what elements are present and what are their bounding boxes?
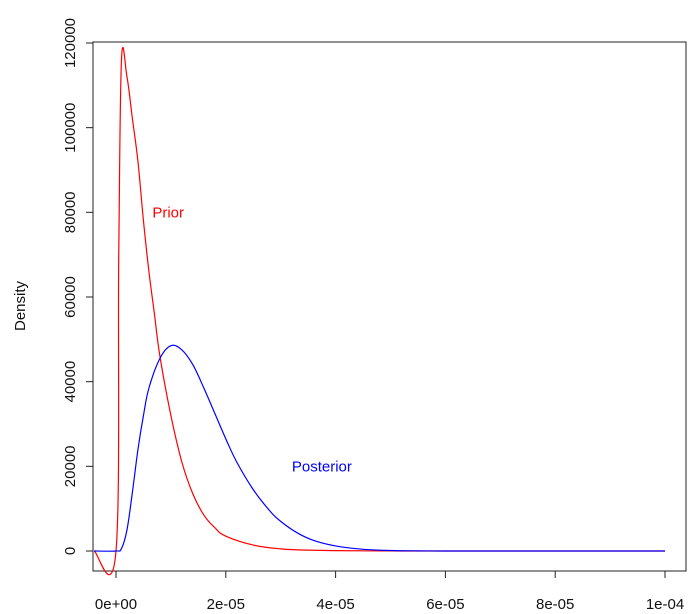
y-axis-title: Density — [12, 280, 29, 331]
x-tick-label: 1e-04 — [646, 596, 684, 613]
y-tick-label: 20000 — [62, 445, 79, 487]
y-tick-label: 80000 — [62, 191, 79, 233]
x-tick-label: 4e-05 — [316, 596, 354, 613]
annotations: Prior Posterior — [152, 204, 352, 475]
x-tick-label: 6e-05 — [426, 596, 464, 613]
annotation-prior: Prior — [152, 204, 184, 221]
series-lines — [93, 46, 666, 576]
annotation-posterior: Posterior — [292, 458, 352, 475]
y-tick-label: 40000 — [62, 361, 79, 403]
x-tick-label: 0e+00 — [95, 596, 137, 613]
y-tick-label: 100000 — [62, 103, 79, 153]
plot-frame — [92, 41, 687, 572]
x-tick-label: 2e-05 — [207, 596, 245, 613]
y-tick-label: 60000 — [62, 276, 79, 318]
y-tick-label: 0 — [62, 547, 79, 555]
x-tick-label: 8e-05 — [536, 596, 574, 613]
y-axis: 0 20000 40000 60000 80000 100000 120000 — [62, 18, 93, 555]
series-line-prior — [93, 46, 666, 576]
x-axis: 0e+00 2e-05 4e-05 6e-05 8e-05 1e-04 — [95, 571, 684, 613]
y-tick-label: 120000 — [62, 18, 79, 68]
series-line-posterior — [94, 344, 665, 552]
